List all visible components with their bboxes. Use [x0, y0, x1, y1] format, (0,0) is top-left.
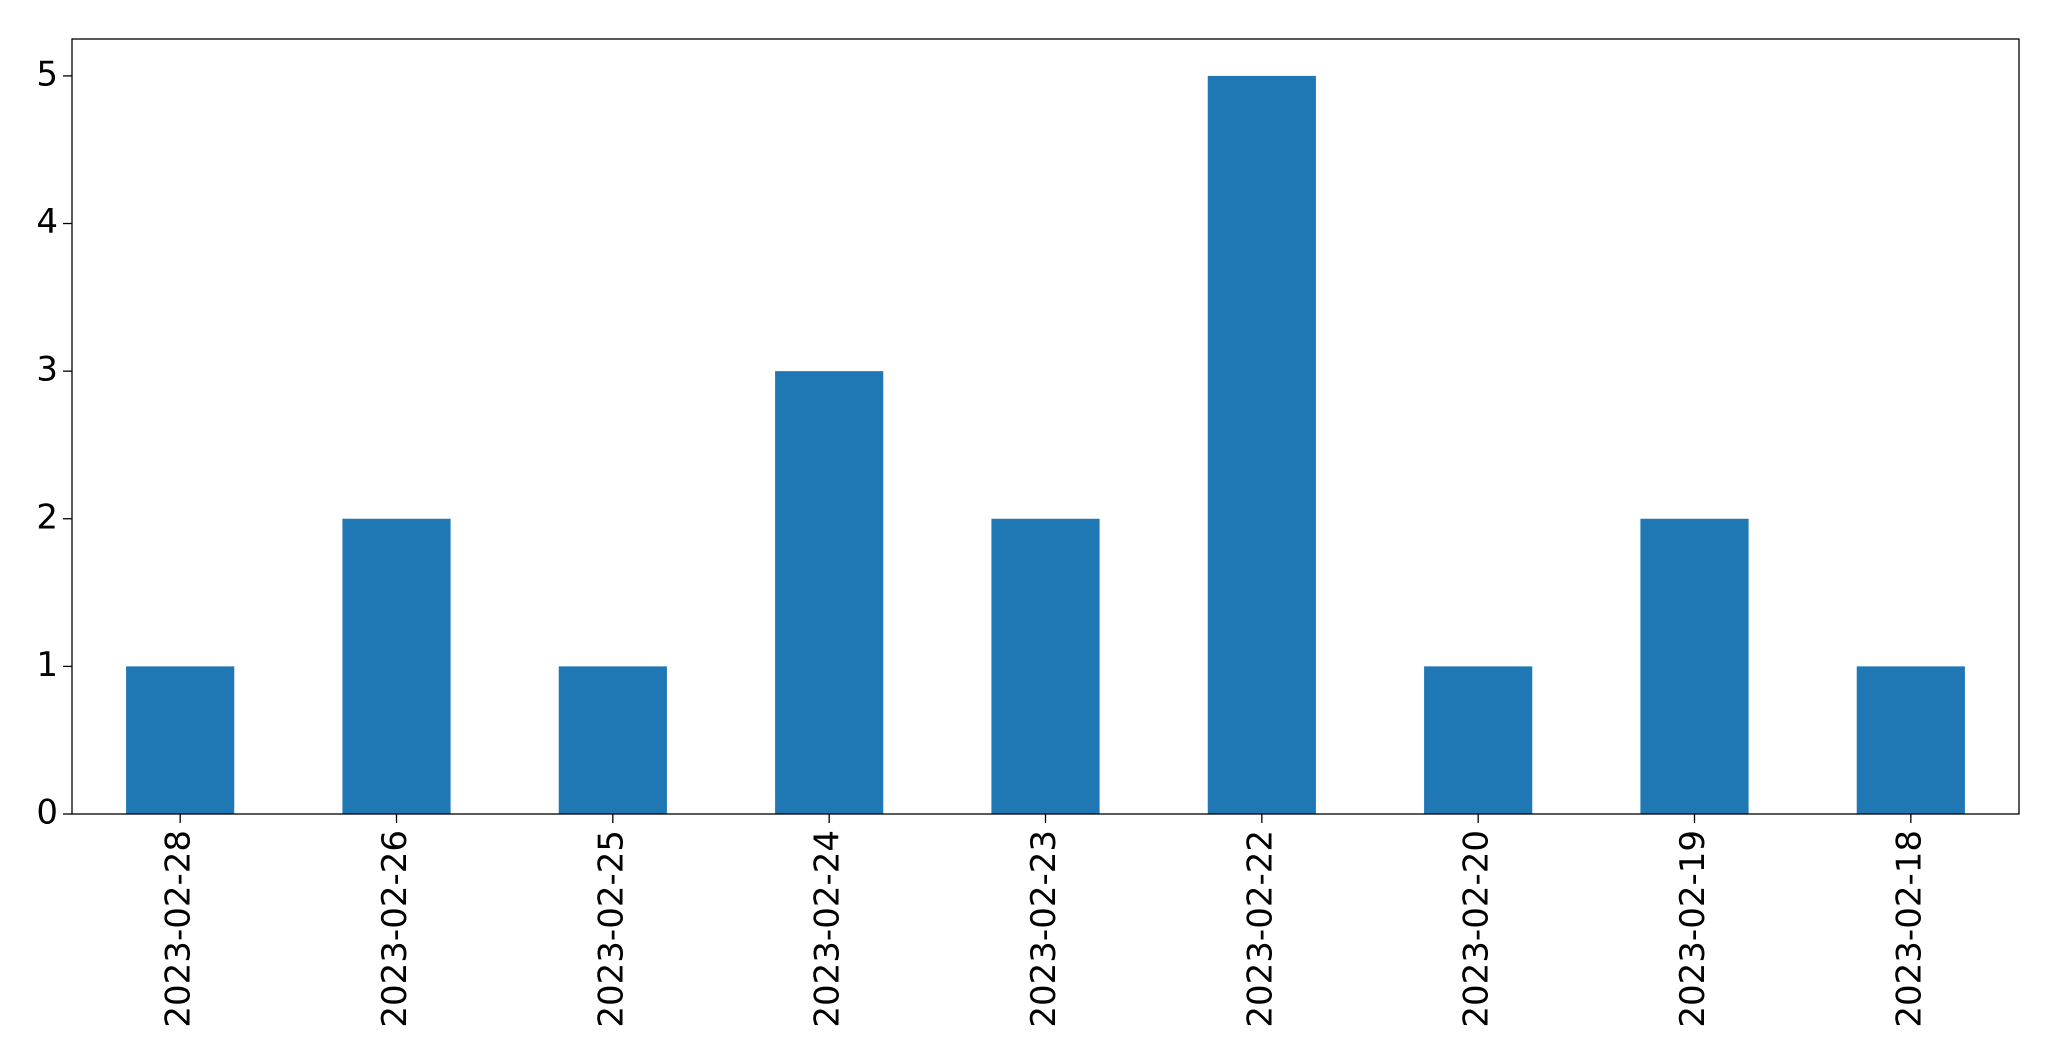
bar	[991, 518, 1100, 814]
x-tick-label: 2023-02-25	[591, 830, 631, 1028]
y-tick-label: 3	[36, 350, 58, 390]
bar	[1207, 75, 1316, 814]
x-tick-label: 2023-02-18	[1889, 830, 1929, 1028]
bar	[342, 518, 451, 814]
y-tick-label: 5	[36, 54, 58, 94]
x-tick-label: 2023-02-28	[159, 830, 199, 1028]
y-tick-label: 1	[36, 645, 58, 685]
bar	[775, 371, 884, 814]
x-tick-label: 2023-02-24	[808, 830, 848, 1028]
bar	[558, 666, 667, 814]
x-tick-label: 2023-02-20	[1457, 830, 1497, 1028]
bar	[1640, 518, 1749, 814]
y-tick-label: 0	[36, 793, 58, 833]
y-tick-label: 4	[36, 202, 58, 242]
y-tick-label: 2	[36, 497, 58, 537]
bar	[1424, 666, 1533, 814]
x-tick-label: 2023-02-23	[1024, 830, 1064, 1028]
plot-frame	[71, 38, 2020, 815]
x-tick-label: 2023-02-26	[375, 830, 415, 1028]
x-tick-label: 2023-02-19	[1673, 830, 1713, 1028]
bar	[126, 666, 235, 814]
x-tick-label: 2023-02-22	[1240, 830, 1280, 1028]
bar	[1856, 666, 1965, 814]
